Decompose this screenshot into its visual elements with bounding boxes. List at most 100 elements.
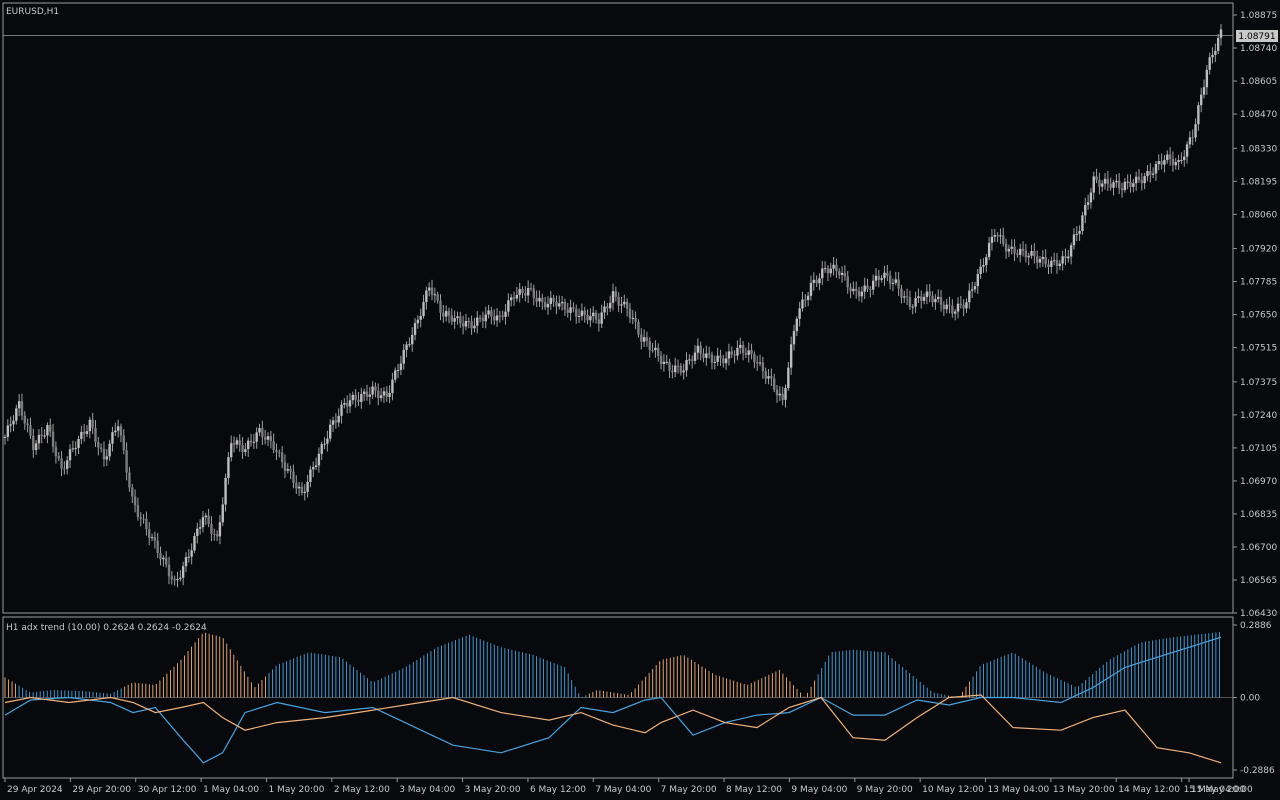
candle: [792, 324, 796, 351]
price-tick-label: 1.06430: [1240, 609, 1277, 619]
candle: [541, 293, 544, 310]
candle: [153, 531, 157, 549]
candle: [453, 310, 456, 329]
candle: [1117, 173, 1121, 195]
candle: [337, 408, 340, 428]
candle: [1200, 87, 1203, 113]
candle: [529, 282, 533, 292]
candle: [34, 439, 38, 455]
candle: [1061, 250, 1064, 271]
price-tick-label: 1.06700: [1240, 543, 1277, 553]
candle: [326, 430, 329, 452]
candle: [948, 296, 951, 314]
candle: [1103, 173, 1107, 190]
candle: [857, 286, 861, 302]
candle: [699, 341, 702, 361]
candle: [614, 286, 618, 302]
candle: [575, 304, 578, 324]
candle: [122, 429, 125, 455]
indicator-tick-label: 0.2886: [1240, 621, 1272, 631]
candle: [490, 306, 493, 325]
candle: [891, 278, 895, 292]
candle: [801, 291, 804, 312]
candle: [594, 310, 598, 324]
candle: [439, 294, 442, 321]
time-tick-label: 10 May 12:00: [922, 785, 984, 795]
indicator-tick-label: -0.2886: [1240, 766, 1275, 776]
candle: [549, 291, 552, 310]
candle: [843, 265, 847, 281]
candle: [116, 419, 120, 438]
candle: [481, 311, 485, 329]
candle: [1157, 154, 1160, 171]
candle: [880, 274, 883, 283]
candle: [538, 290, 541, 308]
candle: [345, 395, 349, 414]
candle: [394, 367, 397, 383]
candle: [484, 306, 487, 329]
candle: [504, 304, 507, 325]
candle: [934, 294, 937, 310]
candle: [1055, 252, 1059, 274]
candle: [900, 284, 903, 304]
candle: [1072, 228, 1076, 250]
candle: [430, 279, 434, 301]
candle: [190, 543, 193, 565]
candle: [162, 555, 165, 567]
candle: [1013, 239, 1016, 262]
svg-text:1.08791: 1.08791: [1238, 32, 1275, 42]
candle: [476, 311, 479, 334]
candle: [648, 337, 651, 358]
candle: [433, 287, 437, 303]
candle: [993, 228, 996, 243]
candle: [1120, 182, 1124, 198]
candle: [360, 387, 363, 409]
candle: [787, 361, 790, 391]
candle: [903, 290, 906, 303]
candle: [736, 340, 739, 361]
candle: [249, 433, 253, 447]
candle: [829, 262, 832, 278]
candle: [1058, 259, 1062, 270]
candle: [823, 261, 827, 273]
candle: [20, 393, 24, 421]
candle: [419, 308, 422, 328]
candle: [589, 308, 592, 328]
candle: [201, 510, 205, 533]
candle: [637, 319, 640, 338]
candle: [555, 295, 558, 315]
candle: [620, 296, 623, 313]
candle: [354, 389, 357, 408]
candle: [560, 295, 564, 311]
candle: [645, 331, 649, 347]
candle: [572, 302, 575, 313]
candle: [85, 425, 89, 438]
candle: [659, 351, 663, 370]
candle: [173, 575, 176, 586]
candle: [343, 398, 346, 409]
candle: [798, 301, 801, 327]
candle: [651, 342, 654, 353]
candle: [1168, 147, 1172, 166]
candle: [1154, 161, 1158, 181]
candle: [671, 364, 674, 379]
candle: [283, 454, 287, 479]
candle: [722, 354, 725, 368]
candle: [628, 303, 632, 324]
candle: [939, 289, 943, 312]
candle: [1194, 118, 1197, 142]
candle: [362, 388, 366, 401]
candle: [269, 430, 273, 449]
candle: [396, 363, 400, 379]
candle: [603, 300, 606, 320]
candle: [247, 437, 250, 457]
candle: [1202, 79, 1206, 99]
candle: [368, 386, 371, 405]
candle: [586, 309, 589, 325]
price-tick-label: 1.06565: [1240, 576, 1277, 586]
candle: [1180, 152, 1183, 164]
candle: [379, 387, 383, 402]
candle: [329, 419, 332, 442]
candle: [747, 342, 750, 363]
